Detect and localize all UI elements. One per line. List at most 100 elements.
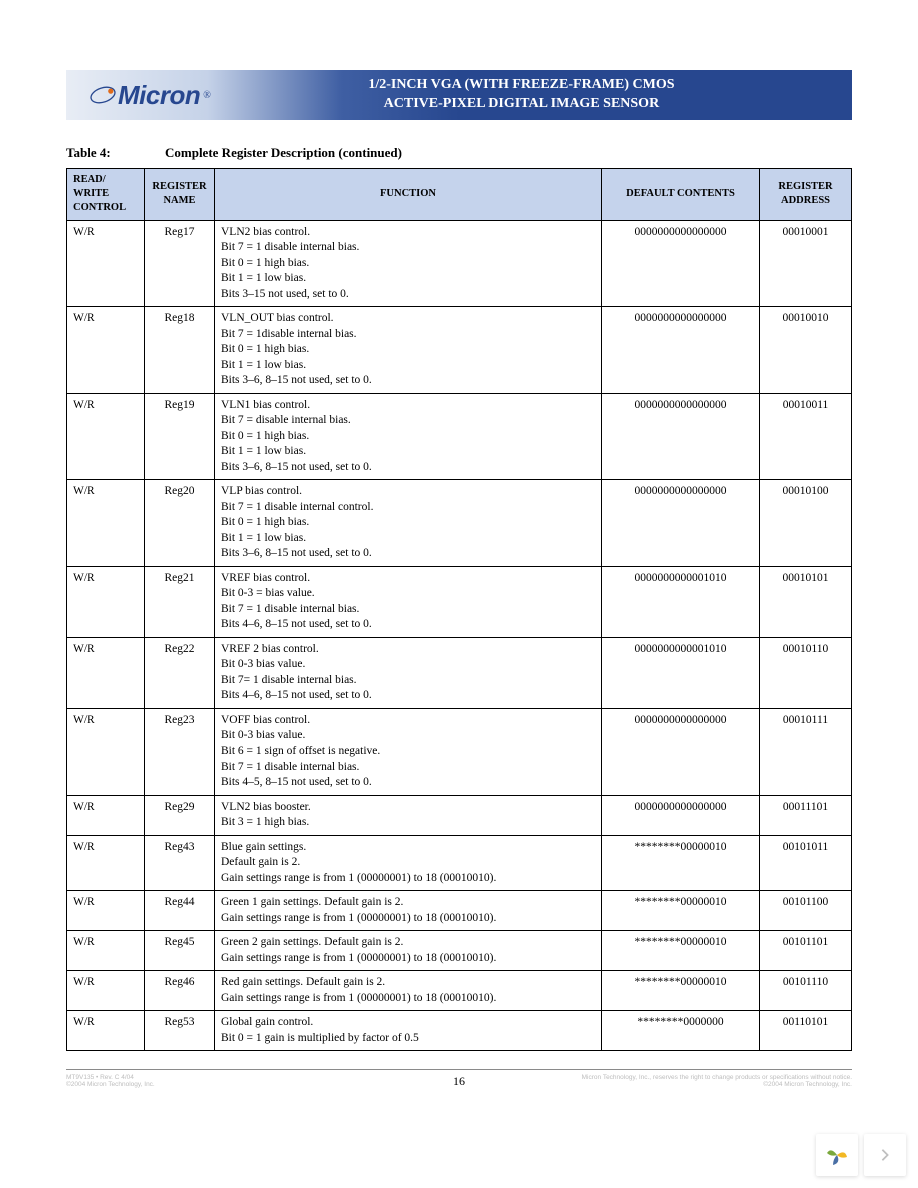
- func-line: Global gain control.: [221, 1015, 595, 1031]
- col-header-name: REGISTER NAME: [145, 169, 215, 221]
- cell-function: VLP bias control.Bit 7 = 1 disable inter…: [215, 480, 602, 567]
- cell-default: ********00000010: [602, 835, 760, 891]
- cell-function: Red gain settings. Default gain is 2.Gai…: [215, 971, 602, 1011]
- cell-default: 0000000000000000: [602, 708, 760, 795]
- func-line: Red gain settings. Default gain is 2.: [221, 975, 595, 991]
- cell-name: Reg17: [145, 220, 215, 307]
- func-line: Bit 0-3 bias value.: [221, 728, 595, 744]
- cell-address: 00010111: [760, 708, 852, 795]
- func-line: Green 1 gain settings. Default gain is 2…: [221, 895, 595, 911]
- cell-name: Reg21: [145, 566, 215, 637]
- cell-rw: W/R: [67, 566, 145, 637]
- cell-rw: W/R: [67, 637, 145, 708]
- cell-rw: W/R: [67, 307, 145, 394]
- func-line: Bit 0 = 1 high bias.: [221, 515, 595, 531]
- cell-address: 00010110: [760, 637, 852, 708]
- func-line: Bits 3–6, 8–15 not used, set to 0.: [221, 546, 595, 562]
- table-row: W/RReg18VLN_OUT bias control.Bit 7 = 1di…: [67, 307, 852, 394]
- func-line: Bit 7 = 1 disable internal bias.: [221, 760, 595, 776]
- pinwheel-icon: [825, 1143, 849, 1167]
- logo-text: Micron: [118, 80, 200, 111]
- cell-address: 00010010: [760, 307, 852, 394]
- widget-logo-button[interactable]: [816, 1134, 858, 1176]
- func-line: Bit 3 = 1 high bias.: [221, 815, 595, 831]
- func-line: Bit 0 = 1 gain is multiplied by factor o…: [221, 1031, 595, 1047]
- cell-address: 00010011: [760, 393, 852, 480]
- table-row: W/RReg43Blue gain settings.Default gain …: [67, 835, 852, 891]
- func-line: Bits 4–5, 8–15 not used, set to 0.: [221, 775, 595, 791]
- cell-function: VREF 2 bias control.Bit 0-3 bias value.B…: [215, 637, 602, 708]
- func-line: Bit 7 = 1 disable internal bias.: [221, 602, 595, 618]
- banner-line1: 1/2-INCH VGA (WITH FREEZE-FRAME) CMOS: [368, 77, 674, 92]
- cell-rw: W/R: [67, 971, 145, 1011]
- cell-address: 00010001: [760, 220, 852, 307]
- cell-function: VLN1 bias control.Bit 7 = disable intern…: [215, 393, 602, 480]
- cell-default: 0000000000001010: [602, 637, 760, 708]
- table-row: W/RReg46Red gain settings. Default gain …: [67, 971, 852, 1011]
- logo-registered: ®: [203, 90, 211, 101]
- cell-rw: W/R: [67, 220, 145, 307]
- func-line: Bits 4–6, 8–15 not used, set to 0.: [221, 617, 595, 633]
- cell-name: Reg53: [145, 1011, 215, 1051]
- cell-function: Blue gain settings.Default gain is 2.Gai…: [215, 835, 602, 891]
- func-line: Bit 1 = 1 low bias.: [221, 271, 595, 287]
- table-row: W/RReg23VOFF bias control.Bit 0-3 bias v…: [67, 708, 852, 795]
- func-line: Bit 7= 1 disable internal bias.: [221, 673, 595, 689]
- cell-rw: W/R: [67, 393, 145, 480]
- cell-address: 00010101: [760, 566, 852, 637]
- footer-right: Micron Technology, Inc., reserves the ri…: [552, 1074, 852, 1088]
- page-number: 16: [453, 1074, 465, 1089]
- func-line: Blue gain settings.: [221, 840, 595, 856]
- banner-title: 1/2-INCH VGA (WITH FREEZE-FRAME) CMOS AC…: [211, 76, 852, 114]
- func-line: Bit 1 = 1 low bias.: [221, 358, 595, 374]
- func-line: Gain settings range is from 1 (00000001)…: [221, 991, 595, 1007]
- func-line: Bit 0-3 = bias value.: [221, 586, 595, 602]
- table-row: W/RReg21VREF bias control.Bit 0-3 = bias…: [67, 566, 852, 637]
- func-line: Bit 0 = 1 high bias.: [221, 429, 595, 445]
- cell-name: Reg19: [145, 393, 215, 480]
- func-line: Bits 3–6, 8–15 not used, set to 0.: [221, 373, 595, 389]
- func-line: VOFF bias control.: [221, 713, 595, 729]
- register-table: READ/ WRITE CONTROL REGISTER NAME FUNCTI…: [66, 168, 852, 1051]
- cell-default: ********00000010: [602, 971, 760, 1011]
- table-row: W/RReg20VLP bias control.Bit 7 = 1 disab…: [67, 480, 852, 567]
- func-line: Gain settings range is from 1 (00000001)…: [221, 911, 595, 927]
- func-line: Bit 1 = 1 low bias.: [221, 444, 595, 460]
- cell-name: Reg29: [145, 795, 215, 835]
- func-line: VLN2 bias control.: [221, 225, 595, 241]
- cell-function: Green 2 gain settings. Default gain is 2…: [215, 931, 602, 971]
- func-line: VLP bias control.: [221, 484, 595, 500]
- cell-name: Reg46: [145, 971, 215, 1011]
- page-footer: MT9V135 • Rev. C 4/04 ©2004 Micron Techn…: [66, 1069, 852, 1088]
- cell-function: VREF bias control.Bit 0-3 = bias value.B…: [215, 566, 602, 637]
- cell-rw: W/R: [67, 835, 145, 891]
- cell-function: VLN_OUT bias control.Bit 7 = 1disable in…: [215, 307, 602, 394]
- func-line: Bit 0 = 1 high bias.: [221, 342, 595, 358]
- cell-default: 0000000000000000: [602, 220, 760, 307]
- table-caption: Table 4: Complete Register Description (…: [66, 144, 852, 162]
- cell-address: 00011101: [760, 795, 852, 835]
- col-header-def: DEFAULT CONTENTS: [602, 169, 760, 221]
- table-header-row: READ/ WRITE CONTROL REGISTER NAME FUNCTI…: [67, 169, 852, 221]
- header-banner: Micron ® 1/2-INCH VGA (WITH FREEZE-FRAME…: [66, 70, 852, 120]
- cell-name: Reg44: [145, 891, 215, 931]
- widget-next-button[interactable]: [864, 1134, 906, 1176]
- table-row: W/RReg53Global gain control.Bit 0 = 1 ga…: [67, 1011, 852, 1051]
- table-row: W/RReg45Green 2 gain settings. Default g…: [67, 931, 852, 971]
- cell-default: ********00000010: [602, 891, 760, 931]
- table-label: Table 4:: [66, 145, 161, 161]
- cell-name: Reg43: [145, 835, 215, 891]
- cell-name: Reg23: [145, 708, 215, 795]
- floating-widget: [816, 1134, 906, 1176]
- table-title: Complete Register Description (continued…: [165, 145, 402, 160]
- cell-rw: W/R: [67, 931, 145, 971]
- func-line: Bits 4–6, 8–15 not used, set to 0.: [221, 688, 595, 704]
- func-line: VLN1 bias control.: [221, 398, 595, 414]
- cell-name: Reg45: [145, 931, 215, 971]
- cell-rw: W/R: [67, 480, 145, 567]
- footer-left-line2: ©2004 Micron Technology, Inc.: [66, 1081, 246, 1088]
- func-line: Bit 7 = 1 disable internal bias.: [221, 240, 595, 256]
- func-line: Gain settings range is from 1 (00000001)…: [221, 871, 595, 887]
- cell-function: VOFF bias control.Bit 0-3 bias value. Bit…: [215, 708, 602, 795]
- table-row: W/RReg44Green 1 gain settings. Default g…: [67, 891, 852, 931]
